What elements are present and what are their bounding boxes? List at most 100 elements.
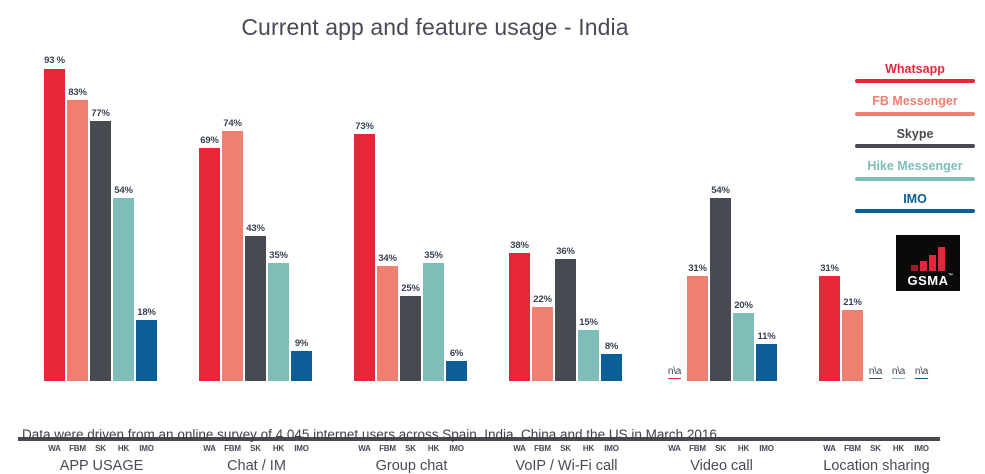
bar-value-label: 34% [378, 252, 397, 264]
x-axis-line [18, 437, 940, 441]
bar-value-label: 54% [114, 184, 133, 196]
series-tick-label: WA [668, 444, 681, 453]
bar-column[interactable]: 15% [578, 56, 599, 381]
bar-imo[interactable] [136, 320, 157, 381]
series-tick-label: HK [892, 444, 905, 453]
bar-sk[interactable] [710, 198, 731, 381]
bar-wa[interactable] [199, 148, 220, 381]
bar-column[interactable]: 77% [90, 56, 111, 381]
bar-value-label: 43% [246, 222, 265, 234]
bar-value-label: 93 % [44, 55, 65, 66]
bar-hk[interactable] [423, 263, 444, 381]
bar-wa[interactable] [354, 134, 375, 381]
bar-group-bars: 38% 22% 36% 15% 8% [509, 56, 622, 381]
bar-column[interactable]: 73% [354, 56, 375, 381]
bar-value-label: 25% [401, 282, 420, 294]
bar-fbm[interactable] [842, 310, 863, 381]
bar-sk[interactable] [400, 296, 421, 381]
series-tick-labels: WA FBM SK HK IMO [44, 444, 157, 453]
bar-value-label: 69% [200, 134, 219, 146]
bar-column[interactable]: 54% [113, 56, 134, 381]
series-tick-labels: WA FBM SK HK IMO [509, 444, 622, 453]
bar-sk[interactable] [245, 236, 266, 381]
bar-imo[interactable] [601, 354, 622, 381]
bar-column[interactable]: n\a [911, 56, 932, 381]
legend-item[interactable]: IMO [855, 192, 975, 213]
bar-hk[interactable] [733, 313, 754, 381]
bar-column[interactable]: n\a [888, 56, 909, 381]
bar-value-label: 35% [269, 249, 288, 261]
bar-column[interactable]: 22% [532, 56, 553, 381]
bar-column[interactable]: 8% [601, 56, 622, 381]
bar-column[interactable]: 93 % [44, 56, 65, 381]
bar-fbm[interactable] [67, 100, 88, 381]
series-tick-label: SK [715, 444, 726, 453]
bar-group-bars: 93 % 83% 77% 54% 18% [44, 56, 157, 381]
bar-group-bars: n\a 31% 54% 20% 11% [664, 56, 777, 381]
footer-source-note: Data were driven from an online survey o… [22, 427, 721, 442]
bar-column[interactable]: 54% [710, 56, 731, 381]
bar-column[interactable]: 25% [400, 56, 421, 381]
bar-column[interactable]: n\a [664, 56, 685, 381]
legend-item[interactable]: FB Messenger [855, 94, 975, 116]
bar-hk[interactable] [268, 263, 289, 381]
series-tick-label: WA [358, 444, 371, 453]
series-tick-labels: WA FBM SK HK IMO [664, 444, 777, 453]
bar-sk[interactable] [555, 259, 576, 381]
bar-column[interactable]: 74% [222, 56, 243, 381]
bar-imo[interactable] [756, 344, 777, 381]
bar-column[interactable]: 31% [687, 56, 708, 381]
bar-hk[interactable] [113, 198, 134, 381]
bar-column[interactable]: 20% [733, 56, 754, 381]
bar-column[interactable]: 83% [67, 56, 88, 381]
bar-column[interactable]: n\a [865, 56, 886, 381]
series-tick-label: SK [870, 444, 881, 453]
bar-chart-plot-area: 93 % 83% 77% 54% 18% WA FBM SK HK IMO APP USAGE 69%… [18, 56, 940, 474]
series-tick-label: FBM [689, 444, 706, 453]
legend-item[interactable]: Hike Messenger [855, 159, 975, 181]
bar-sk[interactable] [90, 121, 111, 381]
bar-column[interactable]: 31% [819, 56, 840, 381]
bar-column[interactable]: 38% [509, 56, 530, 381]
legend-item[interactable]: Whatsapp [855, 62, 975, 84]
bar-wa[interactable] [509, 253, 530, 381]
bar-value-na-label: n\a [892, 366, 906, 380]
bar-value-label: 31% [820, 262, 839, 274]
bar-column[interactable]: 18% [136, 56, 157, 381]
bar-value-label: 38% [510, 239, 529, 251]
gsma-logo-bars [911, 247, 945, 271]
series-tick-label: HK [427, 444, 440, 453]
series-tick-label: IMO [914, 444, 929, 453]
bar-value-na-label: n\a [668, 366, 682, 380]
bar-column[interactable]: 34% [377, 56, 398, 381]
bar-column[interactable]: 69% [199, 56, 220, 381]
legend-color-swatch [855, 176, 975, 181]
bar-column[interactable]: 35% [268, 56, 289, 381]
bar-fbm[interactable] [687, 276, 708, 381]
bar-column[interactable]: 43% [245, 56, 266, 381]
bar-imo[interactable] [291, 351, 312, 381]
bar-value-label: 77% [91, 107, 110, 119]
bar-column[interactable]: 6% [446, 56, 467, 381]
series-tick-label: IMO [139, 444, 154, 453]
bar-column[interactable]: 35% [423, 56, 444, 381]
bar-column[interactable]: 36% [555, 56, 576, 381]
series-tick-label: WA [48, 444, 61, 453]
bar-hk[interactable] [578, 330, 599, 381]
bar-fbm[interactable] [222, 131, 243, 381]
bar-column[interactable]: 9% [291, 56, 312, 381]
bar-fbm[interactable] [377, 266, 398, 381]
bar-wa[interactable] [819, 276, 840, 381]
series-tick-label: WA [513, 444, 526, 453]
series-tick-label: FBM [379, 444, 396, 453]
bar-value-label: 74% [223, 117, 242, 129]
bar-wa[interactable] [44, 68, 65, 381]
legend-item[interactable]: Skype [855, 127, 975, 149]
legend-item-label: IMO [903, 191, 927, 206]
bar-column[interactable]: 11% [756, 56, 777, 381]
bar-fbm[interactable] [532, 307, 553, 381]
legend-color-swatch [855, 79, 975, 84]
bar-imo[interactable] [446, 361, 467, 381]
bar-value-label: 54% [711, 184, 730, 196]
bar-column[interactable]: 21% [842, 56, 863, 381]
